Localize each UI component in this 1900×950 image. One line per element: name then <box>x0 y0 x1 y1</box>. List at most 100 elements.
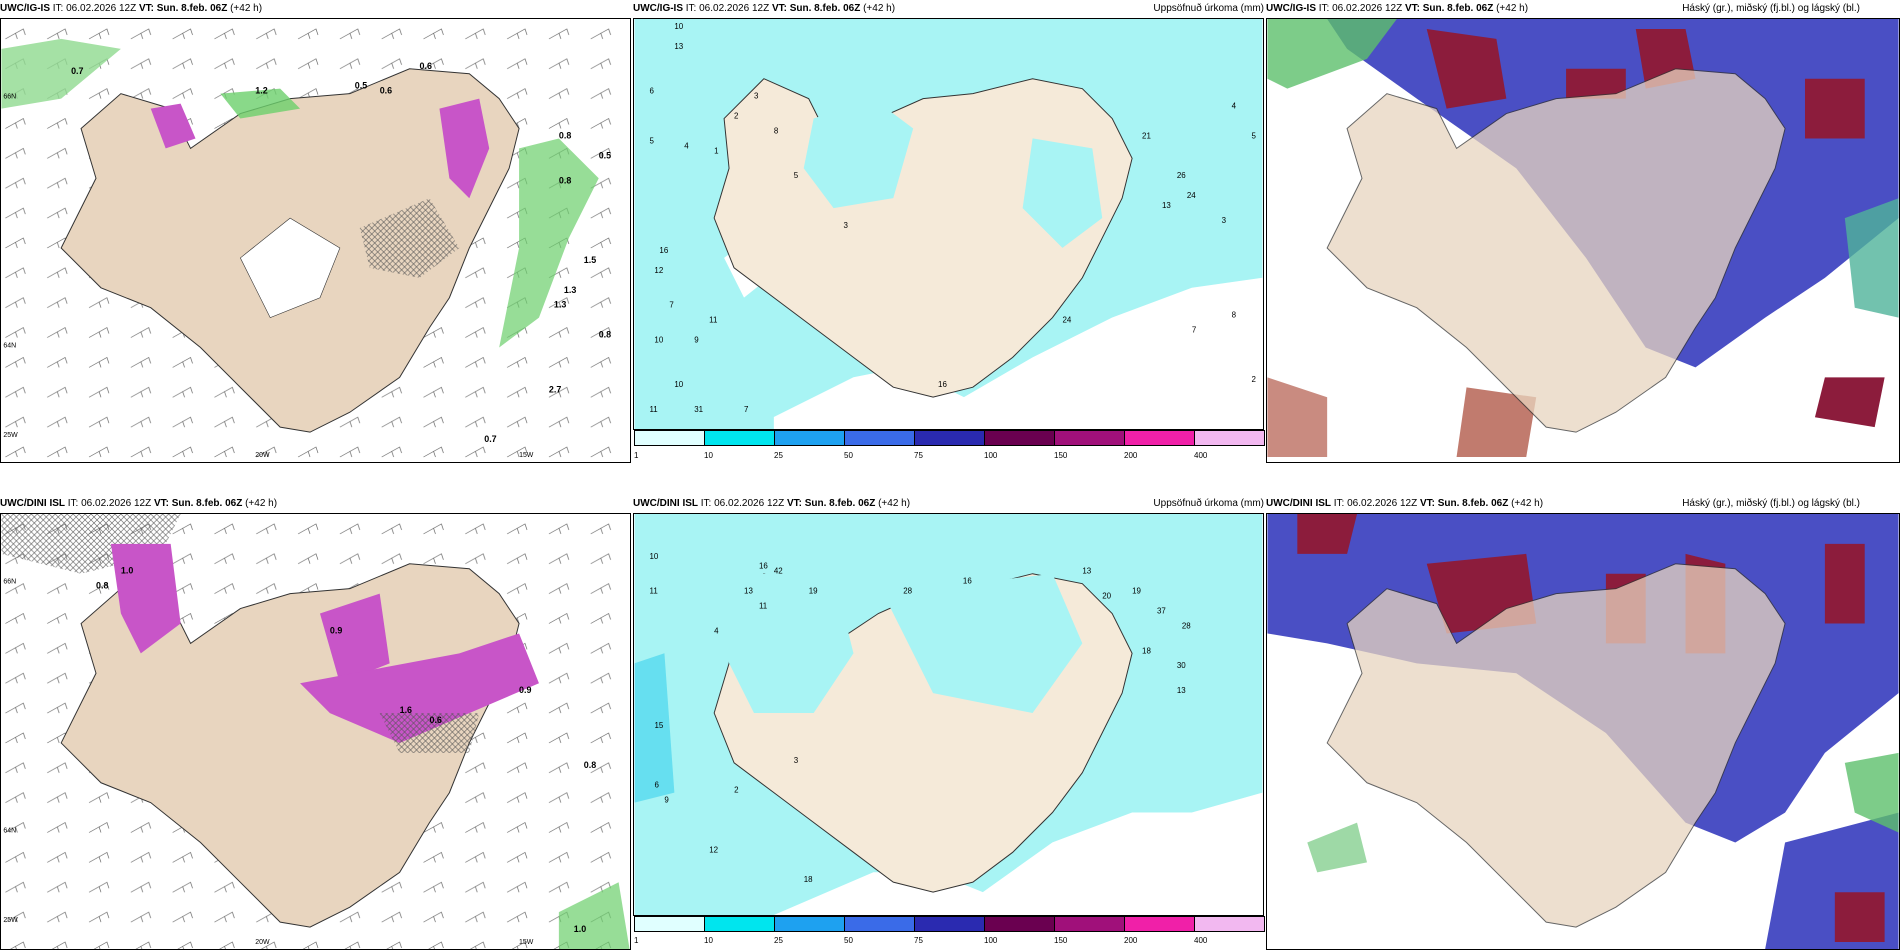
svg-text:13: 13 <box>1162 201 1171 210</box>
svg-text:0.8: 0.8 <box>559 130 571 140</box>
svg-text:12: 12 <box>654 266 663 275</box>
svg-text:16: 16 <box>759 562 768 571</box>
svg-text:0.7: 0.7 <box>484 434 496 444</box>
colorbar-swatch <box>1125 917 1195 931</box>
colorbar-swatch <box>1195 917 1264 931</box>
svg-text:0.7: 0.7 <box>71 66 83 76</box>
svg-text:31: 31 <box>694 405 703 414</box>
panel-ig-snow: UWC/IG-IS IT: 06.02.2026 12Z VT: Sun. 8.… <box>0 0 633 463</box>
colorbar-ticks: 1 10 25 50 75 100 150 200 400 <box>634 451 1208 460</box>
svg-text:5: 5 <box>1252 131 1257 140</box>
svg-text:0.8: 0.8 <box>96 581 108 591</box>
cloud-map-dini[interactable] <box>1266 513 1900 950</box>
snow-map-ig[interactable]: 0.7 1.2 0.5 0.6 0.6 0.8 0.5 0.8 1.5 1.3 … <box>0 18 631 463</box>
colorbar-swatch <box>915 917 985 931</box>
svg-text:13: 13 <box>1177 686 1186 695</box>
svg-text:11: 11 <box>709 316 718 325</box>
svg-text:4: 4 <box>1232 102 1237 111</box>
svg-text:6: 6 <box>654 781 659 790</box>
panel-header: UWC/DINI ISL IT: 06.02.2026 12Z VT: Sun.… <box>633 498 1264 509</box>
svg-text:11: 11 <box>649 587 658 596</box>
svg-text:25W: 25W <box>3 432 18 439</box>
colorbar-swatch <box>635 917 705 931</box>
svg-text:1.6: 1.6 <box>400 705 412 715</box>
panel-ig-clouds: UWC/IG-IS IT: 06.02.2026 12Z VT: Sun. 8.… <box>1266 0 1900 463</box>
svg-text:9: 9 <box>664 796 669 805</box>
svg-text:4: 4 <box>684 141 689 150</box>
svg-text:9: 9 <box>694 335 699 344</box>
colorbar-swatch <box>845 917 915 931</box>
svg-text:10: 10 <box>649 552 658 561</box>
precip-colorbar <box>634 916 1265 932</box>
svg-text:8: 8 <box>774 126 779 135</box>
svg-text:5: 5 <box>649 136 654 145</box>
svg-text:1.0: 1.0 <box>574 924 586 934</box>
svg-text:66N: 66N <box>3 94 16 101</box>
colorbar-swatch <box>705 917 775 931</box>
svg-text:20W: 20W <box>255 939 270 946</box>
svg-text:66N: 66N <box>3 579 16 586</box>
colorbar-ticks: 1 10 25 50 75 100 150 200 400 <box>634 936 1208 945</box>
svg-text:25W: 25W <box>3 917 18 924</box>
svg-text:13: 13 <box>744 587 753 596</box>
svg-text:1.0: 1.0 <box>121 566 133 576</box>
svg-text:2: 2 <box>1252 375 1257 384</box>
svg-text:0.8: 0.8 <box>584 760 596 770</box>
panel-header: UWC/IG-IS IT: 06.02.2026 12Z VT: Sun. 8.… <box>1266 3 1860 14</box>
colorbar-swatch <box>1195 431 1264 445</box>
svg-text:2: 2 <box>734 786 739 795</box>
svg-text:16: 16 <box>659 246 668 255</box>
colorbar-swatch <box>775 917 845 931</box>
svg-text:20: 20 <box>1102 592 1111 601</box>
svg-text:15W: 15W <box>519 452 534 459</box>
precip-map-ig[interactable]: 10 13 6 5 4 1 16 12 7 11 10 9 10 11 31 7… <box>633 18 1264 430</box>
svg-text:21: 21 <box>1142 131 1151 140</box>
svg-text:0.8: 0.8 <box>559 175 571 185</box>
svg-text:11: 11 <box>649 405 658 414</box>
svg-text:16: 16 <box>938 380 947 389</box>
svg-text:19: 19 <box>809 587 818 596</box>
svg-text:0.9: 0.9 <box>330 625 342 635</box>
colorbar-swatch <box>985 431 1055 445</box>
svg-text:64N: 64N <box>3 828 16 835</box>
svg-text:13: 13 <box>1082 567 1091 576</box>
svg-text:4: 4 <box>714 626 719 635</box>
colorbar-swatch <box>775 431 845 445</box>
panel-header: UWC/IG-IS IT: 06.02.2026 12Z VT: Sun. 8.… <box>0 3 263 14</box>
svg-text:1.2: 1.2 <box>255 86 267 96</box>
svg-text:2.7: 2.7 <box>549 384 561 394</box>
svg-text:3: 3 <box>754 92 759 101</box>
precip-map-dini[interactable]: 10 11 15 16 42 19 13 11 6 9 28 16 13 20 … <box>633 513 1264 916</box>
svg-text:20W: 20W <box>255 452 270 459</box>
iceland-land <box>1326 563 1786 928</box>
colorbar-swatch <box>1055 431 1125 445</box>
svg-text:5: 5 <box>794 171 799 180</box>
svg-text:0.5: 0.5 <box>599 150 611 160</box>
svg-text:18: 18 <box>1142 646 1151 655</box>
colorbar-swatch <box>915 431 985 445</box>
svg-text:15: 15 <box>654 721 663 730</box>
svg-text:2: 2 <box>734 112 739 121</box>
colorbar-swatch <box>845 431 915 445</box>
colorbar-swatch <box>985 917 1055 931</box>
svg-text:3: 3 <box>794 756 799 765</box>
svg-text:3: 3 <box>1222 216 1227 225</box>
snow-map-dini[interactable]: 0.8 1.0 0.9 1.6 0.6 0.9 1.0 0.8 20W 15W … <box>0 513 631 950</box>
svg-text:3: 3 <box>844 221 849 230</box>
cloud-map-ig[interactable] <box>1266 18 1900 463</box>
svg-text:28: 28 <box>903 587 912 596</box>
svg-text:1.3: 1.3 <box>564 285 576 295</box>
panel-ig-precip: UWC/IG-IS IT: 06.02.2026 12Z VT: Sun. 8.… <box>633 0 1266 463</box>
svg-text:0.9: 0.9 <box>519 685 531 695</box>
svg-text:7: 7 <box>744 405 749 414</box>
svg-text:24: 24 <box>1187 191 1196 200</box>
svg-text:7: 7 <box>669 301 674 310</box>
svg-text:1.3: 1.3 <box>554 300 566 310</box>
svg-text:12: 12 <box>709 845 718 854</box>
colorbar-swatch <box>1125 431 1195 445</box>
svg-text:15W: 15W <box>519 939 534 946</box>
svg-text:10: 10 <box>674 380 683 389</box>
svg-text:1.5: 1.5 <box>584 255 596 265</box>
svg-text:0.6: 0.6 <box>420 61 432 71</box>
svg-text:1: 1 <box>714 146 719 155</box>
